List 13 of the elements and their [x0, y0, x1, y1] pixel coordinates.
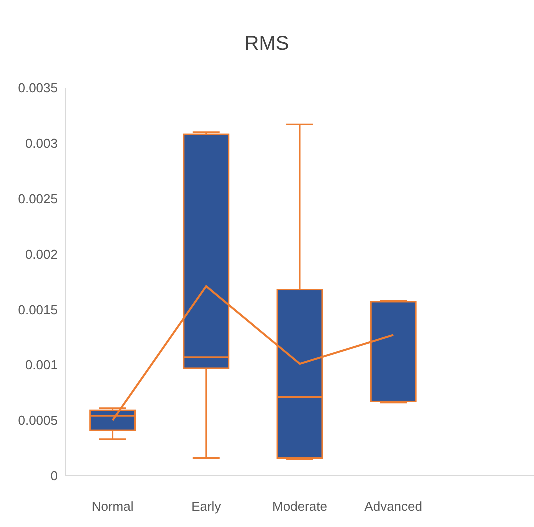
x-tick-label: Moderate	[272, 499, 328, 514]
y-tick-label: 0.0015	[18, 302, 58, 318]
y-tick-label: 0	[50, 468, 58, 484]
y-tick-label: 0.0025	[18, 191, 58, 206]
chart-title: RMS	[244, 33, 290, 55]
x-tick-label: Normal	[92, 499, 134, 514]
y-tick-label: 0.0035	[18, 80, 58, 96]
x-tick-label: Advanced	[364, 499, 423, 514]
y-tick-label: 0.0005	[18, 413, 58, 428]
x-tick-label: Early	[192, 499, 222, 514]
y-tick-label: 0.001	[25, 358, 58, 373]
y-tick-label: 0.002	[25, 246, 58, 262]
y-tick-label: 0.003	[25, 136, 58, 151]
